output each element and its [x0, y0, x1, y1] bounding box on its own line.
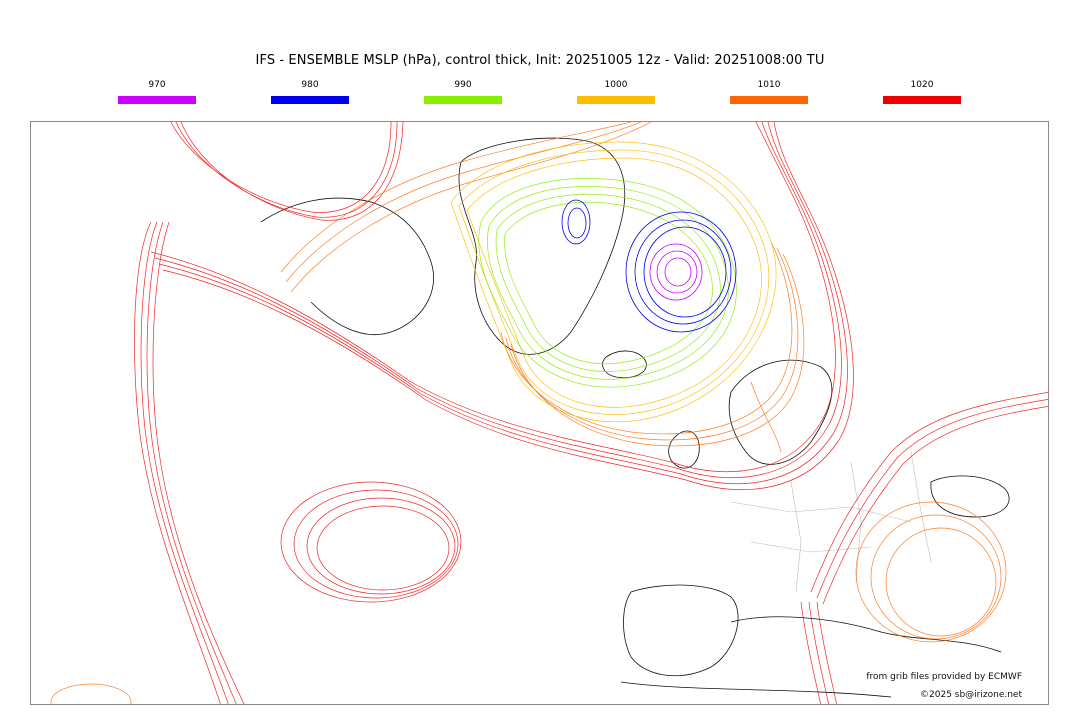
isobar-1020-bundle [134, 122, 1048, 704]
legend-item-1000: 1000 [577, 78, 655, 104]
copyright-credit: ©2025 sb@irizone.net [920, 690, 1022, 700]
isobar-legend: 970 980 990 1000 1010 1020 [0, 78, 1080, 114]
coastline-scandinavia [728, 359, 833, 465]
legend-swatch-990 [424, 96, 502, 104]
legend-label-1000: 1000 [604, 80, 628, 90]
legend-item-980: 980 [271, 78, 349, 104]
legend-item-970: 970 [118, 78, 196, 104]
legend-item-1010: 1010 [730, 78, 808, 104]
isobar-980-bundle [561, 199, 737, 333]
coastline-british-isles [668, 430, 700, 469]
legend-label-990: 990 [454, 80, 472, 90]
coastline-mediterranean [730, 616, 1002, 653]
coastline-north-africa [620, 681, 892, 698]
map-panel[interactable]: from grib files provided by ECMWF ©2025 … [30, 121, 1049, 705]
chart-title: IFS - ENSEMBLE MSLP (hPa), control thick… [255, 53, 825, 68]
isobar-970-bundle [649, 243, 703, 301]
coastlines [260, 137, 1010, 698]
legend-label-980: 980 [301, 80, 319, 90]
coastline-black-sea [930, 475, 1010, 518]
legend-swatch-980 [271, 96, 349, 104]
legend-label-1020: 1020 [910, 80, 934, 90]
legend-swatch-1000 [577, 96, 655, 104]
country-borders [730, 451, 932, 593]
coastline-iceland [602, 350, 647, 379]
isobar-map [50, 122, 1048, 704]
legend-label-1010: 1010 [757, 80, 781, 90]
legend-swatch-1020 [883, 96, 961, 104]
legend-swatch-1010 [730, 96, 808, 104]
isobar-990-bundle [478, 178, 737, 388]
legend-item-990: 990 [424, 78, 502, 104]
coastline-canada-arctic [260, 197, 434, 336]
isobar-1010-bundle [50, 122, 1007, 704]
coastline-iberia [623, 584, 739, 677]
legend-label-970: 970 [148, 80, 166, 90]
data-source-credit: from grib files provided by ECMWF [866, 672, 1022, 682]
coastline-greenland [458, 137, 626, 355]
legend-swatch-970 [118, 96, 196, 104]
isobar-1000-bundle [450, 141, 777, 423]
legend-item-1020: 1020 [883, 78, 961, 104]
